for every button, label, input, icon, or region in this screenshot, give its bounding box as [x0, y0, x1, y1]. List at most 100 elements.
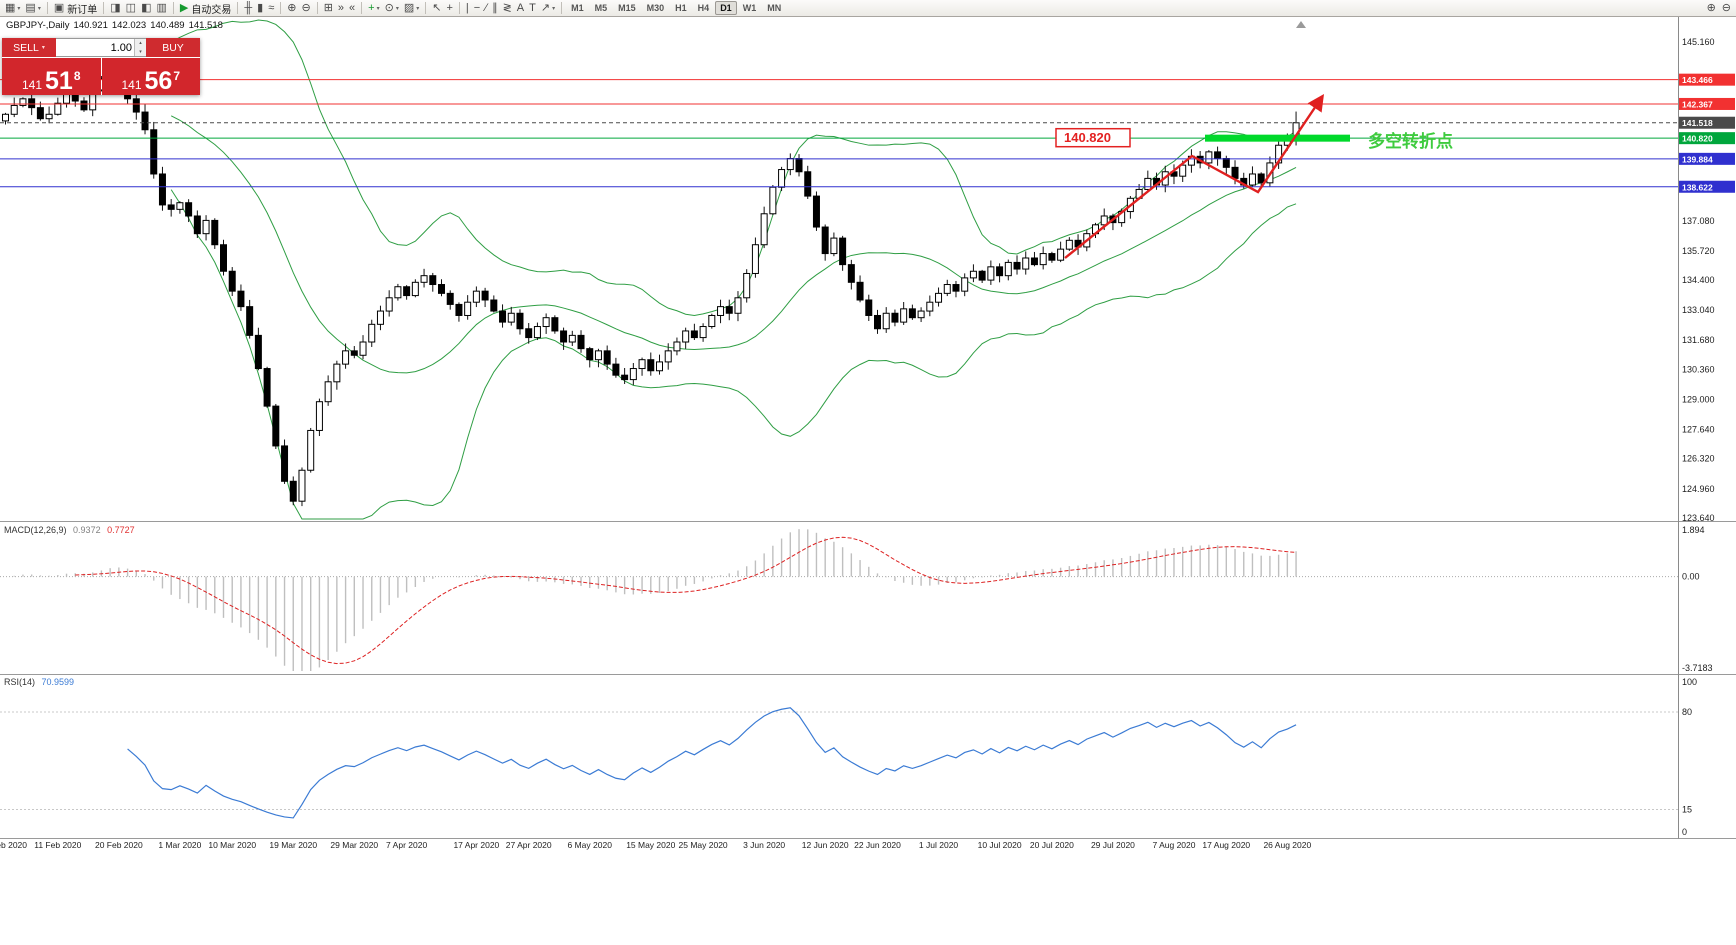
- navigator-icon[interactable]: ◧: [139, 1, 153, 16]
- tile-windows-icon[interactable]: ⊞: [322, 1, 335, 16]
- bar-chart-icon[interactable]: ╫: [242, 1, 254, 16]
- zoom-in-icon[interactable]: ⊕: [285, 1, 298, 16]
- candle-body: [1100, 215, 1108, 226]
- buy-button[interactable]: BUY: [146, 38, 200, 57]
- annotation-note[interactable]: 多空转折点: [1368, 131, 1453, 151]
- zoom-out-icon[interactable]: ⊖: [299, 1, 312, 16]
- macd-axis-label: 0.00: [1682, 572, 1700, 582]
- candlestick-chart-icon[interactable]: ▮: [255, 1, 265, 16]
- text-icon[interactable]: A: [515, 1, 526, 16]
- profiles-icon[interactable]: ▤ ▾: [23, 1, 42, 16]
- timeframe-m5[interactable]: M5: [594, 3, 608, 13]
- bollinger-upper-band: [170, 19, 1297, 317]
- candle-body: [952, 284, 960, 292]
- date-label: 15 May 2020: [626, 840, 675, 850]
- templates-icon[interactable]: ▨ ▾: [402, 1, 421, 16]
- price-callout[interactable]: 140.820: [1055, 127, 1131, 148]
- find-icon[interactable]: ⊖: [1720, 1, 1733, 16]
- chevron-down-icon: ▾: [552, 5, 556, 12]
- line-chart-icon[interactable]: ≈: [266, 1, 276, 16]
- price-tick: 133.040: [1682, 305, 1715, 315]
- toolbar-right-group: ⊕ ⊖: [1705, 1, 1733, 16]
- candle-body: [586, 348, 594, 361]
- price-tick: 131.680: [1682, 335, 1715, 345]
- timeframe-mn[interactable]: MN: [767, 3, 782, 13]
- fibonacci-icon[interactable]: ≷: [501, 1, 514, 16]
- label-icon[interactable]: T: [527, 1, 538, 16]
- horizontal-line-icon[interactable]: −: [472, 1, 482, 16]
- volume-step-down-icon[interactable]: ▾: [135, 47, 146, 56]
- timeframe-d1[interactable]: D1: [715, 1, 737, 15]
- rsi-axis-label: 80: [1682, 707, 1692, 717]
- candle-body: [961, 277, 969, 292]
- candle-body: [185, 202, 193, 217]
- cursor-icon[interactable]: ↖: [430, 1, 443, 16]
- candle-body: [324, 381, 332, 403]
- candle-body: [1065, 239, 1073, 250]
- channel-icon[interactable]: ∥: [490, 1, 500, 16]
- chart-shift-marker-icon[interactable]: [1296, 21, 1306, 28]
- candle-body: [830, 237, 838, 255]
- timeframe-w1[interactable]: W1: [742, 3, 757, 13]
- timeframe-h1[interactable]: H1: [675, 3, 687, 13]
- buy-price-display[interactable]: 141 56 7: [101, 58, 200, 95]
- market-watch-icon[interactable]: ◨: [108, 1, 122, 16]
- one-click-trading-panel: SELL ▾ ▴ ▾ BUY 141 51 8 141 56 7: [2, 38, 200, 95]
- candle-body: [900, 308, 908, 323]
- indicators-icon[interactable]: + ▾: [366, 1, 381, 16]
- ohlc-close: 141.518: [188, 20, 223, 31]
- candle-body: [725, 306, 733, 314]
- trend-arrow[interactable]: [1064, 94, 1325, 259]
- sell-button-label: SELL: [13, 41, 39, 54]
- data-window-icon[interactable]: ◫: [124, 1, 138, 16]
- candle-body: [969, 270, 977, 279]
- autoscroll-icon[interactable]: »: [336, 1, 346, 16]
- vertical-line-icon[interactable]: |: [464, 1, 471, 16]
- timeframe-h4[interactable]: H4: [697, 3, 710, 13]
- candle-body: [2, 113, 9, 122]
- buy-price-big: 56: [144, 66, 173, 95]
- candle-body: [1004, 261, 1012, 277]
- candle-body: [525, 328, 533, 339]
- candle-body: [874, 314, 881, 330]
- arrows-icon[interactable]: ↗ ▾: [539, 1, 557, 16]
- sell-button[interactable]: SELL ▾: [2, 38, 56, 57]
- candle-body: [254, 334, 262, 370]
- timeframe-m15[interactable]: M15: [618, 3, 636, 13]
- svg-text:80: 80: [1682, 707, 1692, 717]
- candle-body: [1205, 151, 1213, 164]
- chart-shift-icon[interactable]: «: [347, 1, 357, 16]
- crosshair-icon[interactable]: +: [444, 1, 454, 16]
- support-zone[interactable]: [1205, 134, 1350, 142]
- date-label: 17 Aug 2020: [1202, 840, 1250, 850]
- new-order-button[interactable]: ▣ 新订单: [52, 1, 99, 16]
- trendline-icon[interactable]: ∕: [483, 1, 489, 16]
- new-chart-icon[interactable]: ▦ ▾: [3, 1, 22, 16]
- candle-body: [533, 326, 541, 339]
- volume-step-up-icon[interactable]: ▴: [135, 39, 146, 48]
- candle-body: [664, 350, 672, 363]
- date-label: 10 Jul 2020: [978, 840, 1022, 850]
- candle-body: [307, 429, 315, 471]
- autotrading-button-label: 自动交易: [191, 4, 232, 16]
- timeframe-m30[interactable]: M30: [646, 3, 665, 13]
- autotrading-button[interactable]: ▶ 自动交易: [178, 1, 233, 16]
- search-icon[interactable]: ⊕: [1705, 1, 1718, 16]
- volume-input[interactable]: [56, 39, 134, 56]
- candle-body: [71, 93, 79, 102]
- periods-icon[interactable]: ⊙ ▾: [383, 1, 401, 16]
- date-axis: 3 Feb 2020 11 Feb 2020 20 Feb 2020 1 Mar 20…: [0, 840, 1311, 850]
- terminal-icon[interactable]: ▥: [154, 1, 168, 16]
- chevron-down-icon: ▾: [395, 5, 399, 12]
- timeframe-m1[interactable]: M1: [571, 3, 584, 13]
- sell-price-display[interactable]: 141 51 8: [2, 58, 101, 95]
- candle-body: [699, 326, 707, 339]
- candle-body: [621, 374, 629, 381]
- price-axis: 145.160 137.080 135.720 134.400 133.040 131.6…: [1682, 37, 1715, 523]
- candle-body: [237, 290, 245, 308]
- zoom-out-icon-glyph: ⊖: [301, 1, 311, 14]
- date-label: 7 Apr 2020: [386, 840, 427, 850]
- candle-body: [647, 359, 655, 372]
- chevron-down-icon: ▾: [416, 5, 420, 12]
